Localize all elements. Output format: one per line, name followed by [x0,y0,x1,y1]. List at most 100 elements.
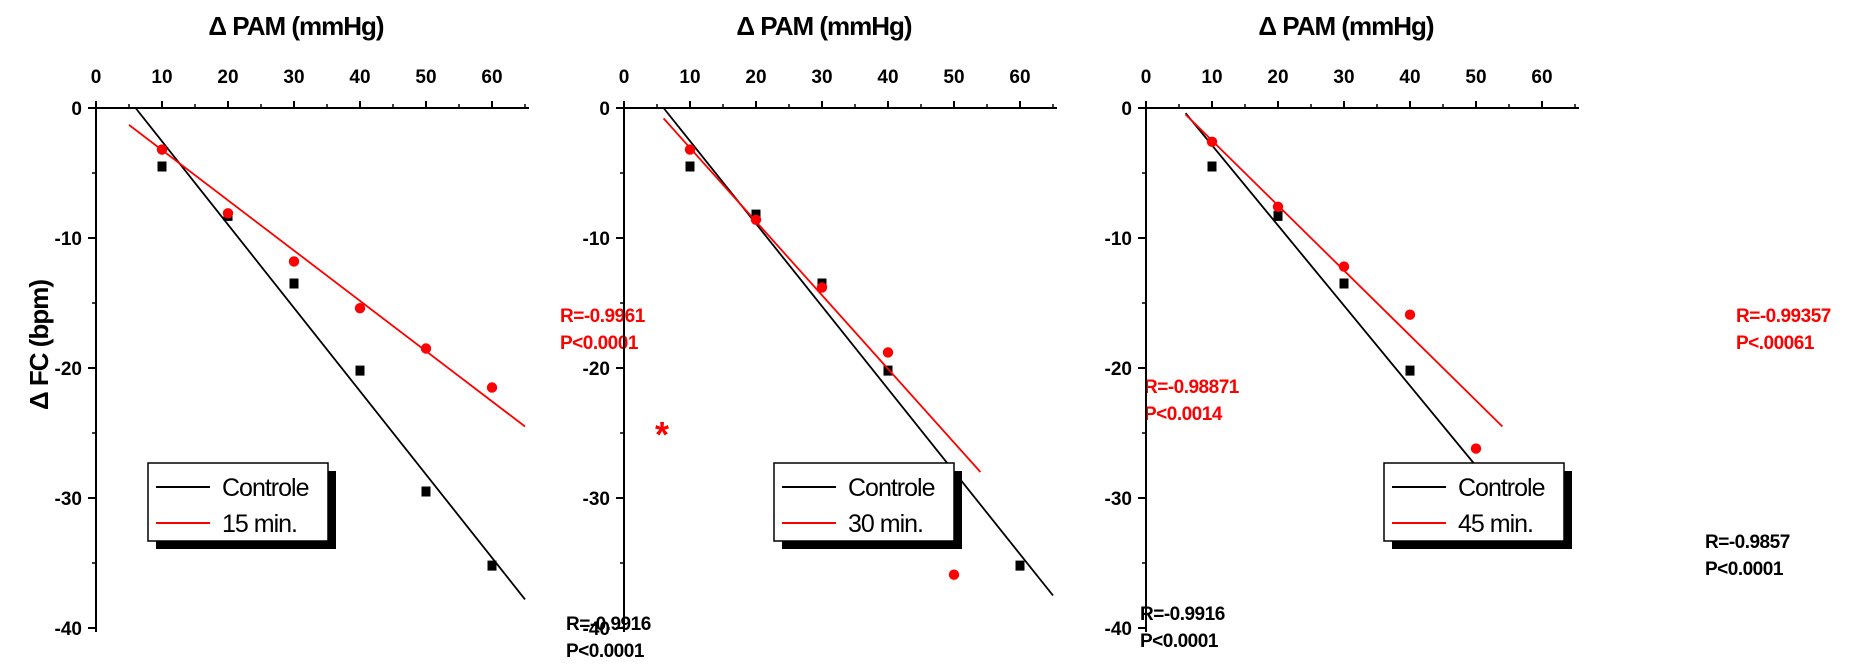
y-tick-label: -20 [1105,359,1132,380]
data-point-treated [1470,443,1482,454]
x-tick-label: 30 [811,67,832,88]
legend-label-control: Controle [1458,474,1545,502]
panel-2: Δ PAM (mmHg) 0 10 20 30 40 50 60 0 -10 -20 -30 -40 R=… [583,11,1241,652]
correlation-label-control: R=-0.9916 [566,614,651,635]
fit-line-control [1184,112,1504,499]
correlation-label-treated: R=-0.99357 [1736,306,1831,327]
y-tick-label: -30 [55,489,82,510]
data-point-treated [750,214,762,225]
legend-label-treated: 30 min. [848,510,923,538]
p-value-label-treated: P<0.0014 [1144,404,1223,425]
fit-line-control [662,107,1054,597]
data-point-control [421,486,431,497]
x-tick-label: 40 [349,67,370,88]
x-tick-label: 30 [283,67,304,88]
correlation-label-treated: R=-0.98871 [1144,377,1240,398]
panel-1: Δ PAM (mmHg)0 10 20 30 40 50 600-10-20-30-40 R=… [55,11,669,662]
x-tick-label: 50 [943,67,964,88]
p-value-label-treated: P<.00061 [1736,333,1815,354]
correlation-label-control: R=-0.9857 [1705,532,1790,553]
legend-label-treated: 15 min. [222,510,297,538]
x-tick-label: 0 [91,67,102,88]
data-point-control [1405,365,1415,376]
y-tick-label: -40 [55,619,82,640]
data-point-treated [1272,201,1284,212]
x-tick-label: 0 [619,67,630,88]
y-tick-label: 0 [1121,99,1132,120]
data-point-treated [420,343,432,354]
y-tick-label: 0 [71,99,82,120]
x-tick-label: 10 [679,67,700,88]
data-point-control [355,365,365,376]
p-value-label-control: P<0.0001 [1140,631,1219,652]
x-tick-label: 40 [877,67,898,88]
x-tick-label: 20 [1267,67,1288,88]
y-tick-label: -20 [583,359,610,380]
legend: Controle 30 min. [773,462,962,549]
data-point-control [289,278,299,289]
data-point-control [1207,161,1217,172]
y-tick-label: -10 [583,229,610,250]
x-tick-label: 50 [1465,67,1486,88]
data-point-treated [948,569,960,580]
legend: Controle 45 min. [1383,462,1572,549]
x-tick-label: 50 [415,67,436,88]
legend-label-control: Controle [848,474,935,502]
data-point-treated [288,256,300,267]
data-point-control [157,161,167,172]
data-point-treated [882,347,894,358]
x-tick-label: 20 [745,67,766,88]
x-axis-title: Δ PAM (mmHg) [208,11,384,41]
data-point-treated [156,144,168,155]
data-point-treated [1206,136,1218,147]
data-point-treated [1338,261,1350,272]
x-tick-label: 10 [151,67,172,88]
legend-box [1383,462,1565,542]
data-point-treated [222,208,234,219]
p-value-label-control: P<0.0001 [1705,559,1784,580]
data-point-control [1015,560,1025,571]
x-axis-title: Δ PAM (mmHg) [736,11,912,41]
data-point-control [1339,278,1349,289]
y-tick-label: -10 [55,229,82,250]
x-tick-label: 40 [1399,67,1420,88]
legend-box [147,462,329,542]
y-tick-label: 0 [599,99,610,120]
x-tick-label: 10 [1201,67,1222,88]
legend-label-treated: 45 min. [1458,510,1533,538]
x-tick-label: 20 [217,67,238,88]
x-tick-label: 60 [481,67,502,88]
data-point-control [1273,210,1283,221]
x-tick-label: 60 [1009,67,1030,88]
data-point-control [883,365,893,376]
legend-box [773,462,955,542]
p-value-label-treated: P<0.0001 [560,333,639,354]
data-point-treated [1404,309,1416,320]
x-axis-title: Δ PAM (mmHg) [1258,11,1434,41]
legend: Controle 15 min. [147,462,336,549]
y-tick-label: -40 [583,619,610,640]
fit-line-control [134,107,526,600]
data-point-treated [684,144,696,155]
significance-marker: * [655,414,669,455]
y-axis-title: Δ FC (bpm) [24,280,54,410]
p-value-label-control: P<0.0001 [566,641,645,662]
y-tick-label: -20 [55,359,82,380]
x-tick-label: 60 [1531,67,1552,88]
y-tick-label: -30 [1105,489,1132,510]
legend-label-control: Controle [222,474,309,502]
fit-line-treated [662,117,982,473]
correlation-label-treated: R=-0.9961 [560,306,646,327]
data-point-control [685,161,695,172]
x-tick-label: 0 [1141,67,1152,88]
data-point-treated [816,282,828,293]
correlation-label-control: R=-0.9916 [1140,604,1225,625]
y-tick-label: -10 [1105,229,1132,250]
panel-3: Δ PAM (mmHg) 0 10 20 30 40 50 60 0 -10 -20 -30 -40 R=… [1105,11,1832,640]
fit-line-treated [128,124,526,428]
y-tick-label: -30 [583,489,610,510]
data-point-treated [354,303,366,314]
data-point-treated [486,382,498,393]
x-tick-label: 30 [1333,67,1354,88]
